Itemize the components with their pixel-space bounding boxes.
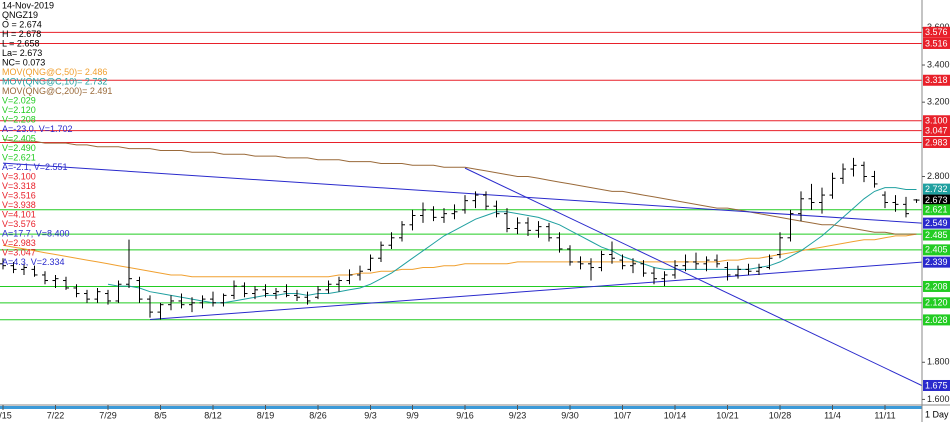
price-label: 2.549 [925,218,948,228]
price-label-box [923,244,950,256]
price-label-box [923,115,950,127]
y-tick-label: 1.600 [927,394,950,404]
moving-average-line [107,187,917,304]
price-label-box [923,194,950,206]
legend-entry: La= 2.673 [2,48,42,58]
interval-label: 1 Day [925,409,949,419]
price-label-box [923,314,950,326]
x-tick-label: 10/7 [614,410,632,420]
x-tick-label: 9/23 [509,410,527,420]
price-label: 3.516 [925,38,948,48]
x-tick-label: 11/11 [874,410,895,420]
price-label: 1.675 [925,380,948,390]
legend-entry: V=3.576 [2,219,36,229]
price-label: 2.120 [925,298,948,308]
legend-entry: V=2.621 [2,152,36,162]
legend-entry: L = 2.658 [2,38,39,48]
legend-entry: O = 2.674 [2,19,42,29]
x-tick-label: 7/15 [0,410,12,420]
price-label-box [923,256,950,268]
legend-entry: QNGZ19 [2,10,38,20]
plot-area [0,31,922,386]
price-label-box [923,204,950,216]
price-label: 2.405 [925,245,948,255]
price-label-box [923,280,950,292]
y-tick-label: 2.800 [927,171,950,181]
price-label: 2.673 [925,195,948,205]
price-label: 3.047 [925,125,948,135]
legend-entry: V=2.983 [2,238,36,248]
time-strip [0,406,922,409]
legend-entry: V=3.516 [2,190,36,200]
price-label-box [923,217,950,229]
legend-entry: A=17.7, V=8.400 [2,228,70,238]
price-label: 2.621 [925,205,948,215]
price-label: 2.983 [925,137,948,147]
moving-average-line [2,233,917,278]
legend-entry: V=3.047 [2,247,36,257]
x-tick-label: 7/22 [47,410,65,420]
legend-entry: V=3.318 [2,181,36,191]
legend-entry: A=-2.1, V=2.551 [2,162,68,172]
y-tick-label: 3.200 [927,97,950,107]
legend-entry: V=2.490 [2,143,36,153]
x-tick-label: 8/19 [257,410,275,420]
x-tick-label: 9/9 [406,410,419,420]
price-label: 2.339 [925,257,948,267]
x-tick-label: 11/4 [824,410,841,420]
legend-entry: MOV(QNG@C,50)= 2.486 [2,67,107,77]
x-tick-label: 10/28 [769,410,792,420]
price-label: 2.208 [925,281,948,291]
legend-entry: V=2.405 [2,133,36,143]
trendline [2,162,922,224]
legend-entry: H = 2.678 [2,29,41,39]
x-tick-label: 10/21 [716,410,739,420]
price-label-box [923,229,950,241]
x-tick-label: 8/12 [204,410,222,420]
price-label-box [923,74,950,86]
price-label-box [923,297,950,309]
price-label: 3.318 [925,75,948,85]
legend-entry: A=4.3, V=2.334 [2,257,65,267]
x-tick-label: 9/30 [561,410,579,420]
price-label: 2.485 [925,230,948,240]
x-tick-label: 8/26 [309,410,327,420]
price-label: 3.576 [925,27,948,37]
moving-average-line [2,138,917,235]
legend-entry: MOV(QNG@C,200)= 2.491 [2,86,112,96]
price-label: 2.732 [925,184,948,194]
price-label-box [923,183,950,195]
legend-entry: 14-Nov-2019 [2,0,54,10]
legend-entry: MOV(QNG@C,10)= 2.732 [2,76,107,86]
price-label: 3.100 [925,116,948,126]
price-label-box [923,37,950,49]
legend-entry: A=-23.0, V=1.702 [2,124,73,134]
legend-entry: V=2.120 [2,105,36,115]
trendline [149,261,922,321]
price-label-box [923,26,950,38]
legend-entry: V=2.029 [2,95,36,105]
price-label-box [923,136,950,148]
legend-entry: V=2.208 [2,114,36,124]
price-label: 2.028 [925,315,948,325]
x-tick-label: 9/3 [364,410,377,420]
price-label-box [923,379,950,391]
price-label-box [923,125,950,137]
legend-entry: V=3.100 [2,171,36,181]
legend-entry: V=4.101 [2,209,36,219]
y-tick-label: 3.400 [927,59,950,69]
legend-entry: V=3.938 [2,200,36,210]
x-tick-label: 7/29 [99,410,117,420]
x-tick-label: 9/16 [456,410,474,420]
x-tick-label: 10/14 [664,410,687,420]
x-tick-label: 8/5 [154,410,167,420]
legend-entry: NC= 0.073 [2,57,45,67]
trendline [464,167,922,386]
y-tick-label: 1.800 [927,357,950,367]
